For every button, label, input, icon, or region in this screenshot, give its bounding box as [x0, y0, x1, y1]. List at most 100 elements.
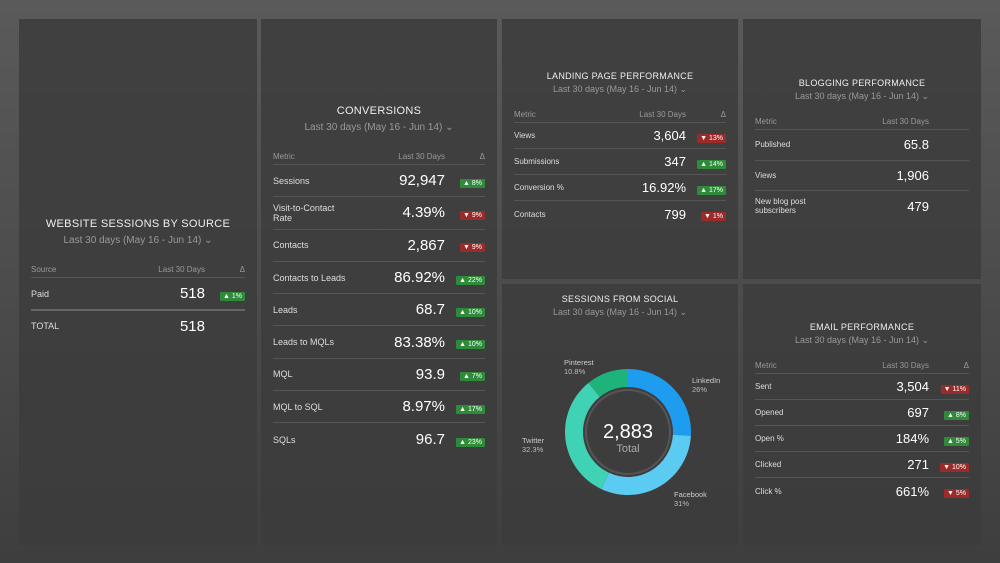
row-value: 479 [907, 198, 929, 214]
col-header: Last 30 Days [639, 110, 686, 119]
delta-badge: ▲ 8% [944, 410, 969, 420]
segment-name-label: LinkedIn [692, 376, 720, 385]
row-value: 3,504 [896, 379, 929, 394]
landing-table: Metric Last 30 Days Δ Views 3,604 ▼ 13% Su… [514, 107, 726, 227]
segment-percent-label: 32.3% [522, 445, 544, 454]
delta-badge: ▲ 23% [456, 437, 485, 447]
date-range-dropdown[interactable]: Last 30 days (May 16 - Jun 14) ⌄ [552, 84, 688, 94]
table-row: Views 1,906 [755, 161, 969, 191]
delta-badge: ▼ 9% [460, 210, 485, 220]
panel-title: SESSIONS FROM SOCIAL [561, 294, 679, 304]
row-label: Conversion % [514, 183, 564, 192]
table-row: Leads 68.7 ▲ 10% [273, 294, 485, 327]
table-header: Metric Last 30 Days [755, 114, 969, 130]
row-label: MQL to SQL [273, 401, 323, 412]
row-value: 799 [664, 206, 686, 222]
row-value: 271 [907, 457, 929, 472]
row-value: 83.38% [394, 333, 445, 351]
blogging-panel: BLOGGING PERFORMANCE Last 30 days (May 1… [743, 19, 981, 279]
row-value: 86.92% [394, 269, 445, 287]
col-header: Metric [755, 117, 777, 126]
table-row: Contacts 799 ▼ 1% [514, 201, 726, 227]
row-value: 3,604 [653, 128, 686, 143]
table-row: Click % 661% ▼ 5% [755, 478, 969, 504]
email-table: Metric Last 30 Days Δ Sent 3,504 ▼ 11% Ope… [755, 358, 969, 504]
date-range-dropdown[interactable]: Last 30 days (May 16 - Jun 14) ⌄ [19, 235, 257, 246]
row-label: Paid [31, 288, 50, 299]
row-value: 68.7 [415, 301, 445, 319]
total-value: 518 [179, 317, 205, 335]
social-panel: SESSIONS FROM SOCIAL Last 30 days (May 1… [502, 284, 738, 545]
row-label: Leads to MQLs [273, 337, 335, 348]
donut-segment-twitter[interactable] [565, 382, 609, 490]
table-row: Sent 3,504 ▼ 11% [755, 374, 969, 400]
row-value: 65.8 [903, 137, 929, 153]
row-label: Clicked [755, 460, 782, 469]
col-header: Last 30 Days [398, 152, 445, 161]
conversions-table: Metric Last 30 Days Δ Sessions 92,947 ▲ 8%… [273, 149, 485, 456]
segment-name-label: Facebook [674, 490, 707, 499]
row-label: Visit-to-Contact Rate [273, 202, 335, 223]
col-header: Metric [273, 152, 295, 161]
row-label: SQLs [273, 434, 296, 445]
col-header: Last 30 Days [882, 361, 929, 370]
row-value: 1,906 [896, 167, 929, 183]
row-label: Opened [755, 408, 784, 417]
col-header: Metric [514, 110, 536, 119]
table-row: Opened 697 ▲ 8% [755, 400, 969, 426]
table-header: Metric Last 30 Days Δ [755, 358, 969, 374]
table-header: Metric Last 30 Days Δ [273, 149, 485, 165]
delta-badge: ▲ 8% [460, 178, 485, 188]
donut-segment-pinterest[interactable] [588, 369, 628, 397]
row-value: 93.9 [415, 365, 445, 383]
row-label: Views [514, 131, 536, 140]
donut-total-label: Total [616, 443, 639, 455]
col-header: Metric [755, 361, 777, 370]
date-range-label: Last 30 days (May 16 - Jun 14) [63, 235, 202, 246]
delta-badge: ▲ 10% [456, 340, 485, 350]
total-label: TOTAL [31, 321, 60, 331]
row-value: 16.92% [641, 180, 686, 195]
table-row: Open % 184% ▲ 5% [755, 426, 969, 452]
table-row: SQLs 96.7 ▲ 23% [273, 423, 485, 455]
date-range-label: Last 30 days (May 16 - Jun 14) [794, 91, 919, 101]
row-label: Open % [755, 434, 784, 443]
donut-total-value: 2,883 [603, 421, 653, 443]
row-value: 8.97% [402, 398, 445, 416]
delta-badge: ▲ 10% [456, 307, 485, 317]
col-header: Δ [963, 361, 969, 370]
date-range-dropdown[interactable]: Last 30 days (May 16 - Jun 14) ⌄ [794, 91, 930, 101]
col-header: Source [31, 265, 57, 274]
row-label: Views [755, 170, 777, 180]
email-panel: EMAIL PERFORMANCE Last 30 days (May 16 -… [743, 284, 981, 545]
table-row: Submissions 347 ▲ 14% [514, 149, 726, 175]
donut-segment-linkedin[interactable] [628, 369, 691, 436]
row-label: Submissions [514, 157, 560, 166]
panel-title: BLOGGING PERFORMANCE [798, 78, 926, 88]
conversions-panel: CONVERSIONS Last 30 days (May 16 - Jun 1… [261, 19, 497, 545]
donut-segment-facebook[interactable] [601, 434, 691, 495]
row-value: 92,947 [399, 172, 445, 190]
table-row: Paid 518 ▲ 1% [31, 278, 245, 311]
delta-badge: ▼ 5% [944, 489, 969, 498]
website-sessions-panel: WEBSITE SESSIONS BY SOURCE Last 30 days … [19, 19, 257, 545]
segment-percent-label: 10.8% [564, 367, 586, 376]
delta-badge: ▼ 10% [940, 462, 969, 472]
date-range-dropdown[interactable]: Last 30 days (May 16 - Jun 14) ⌄ [552, 307, 688, 317]
date-range-dropdown[interactable]: Last 30 days (May 16 - Jun 14) ⌄ [794, 335, 930, 345]
row-label: Leads [273, 304, 298, 315]
delta-badge: ▼ 9% [460, 243, 485, 253]
panel-title: CONVERSIONS [336, 105, 422, 117]
row-value: 184% [895, 431, 929, 446]
table-row: New blog post subscribers 479 [755, 191, 969, 222]
delta-badge: ▲ 17% [697, 185, 726, 195]
blogging-table: Metric Last 30 Days Published 65.8 Views … [755, 114, 969, 222]
delta-badge: ▲ 22% [456, 275, 485, 285]
table-row: Sessions 92,947 ▲ 8% [273, 165, 485, 198]
row-label: New blog post subscribers [755, 197, 806, 216]
col-header: Last 30 Days [882, 117, 929, 126]
row-label: Contacts [514, 209, 546, 219]
table-row: MQL 93.9 ▲ 7% [273, 359, 485, 392]
date-range-dropdown[interactable]: Last 30 days (May 16 - Jun 14) ⌄ [304, 122, 454, 133]
